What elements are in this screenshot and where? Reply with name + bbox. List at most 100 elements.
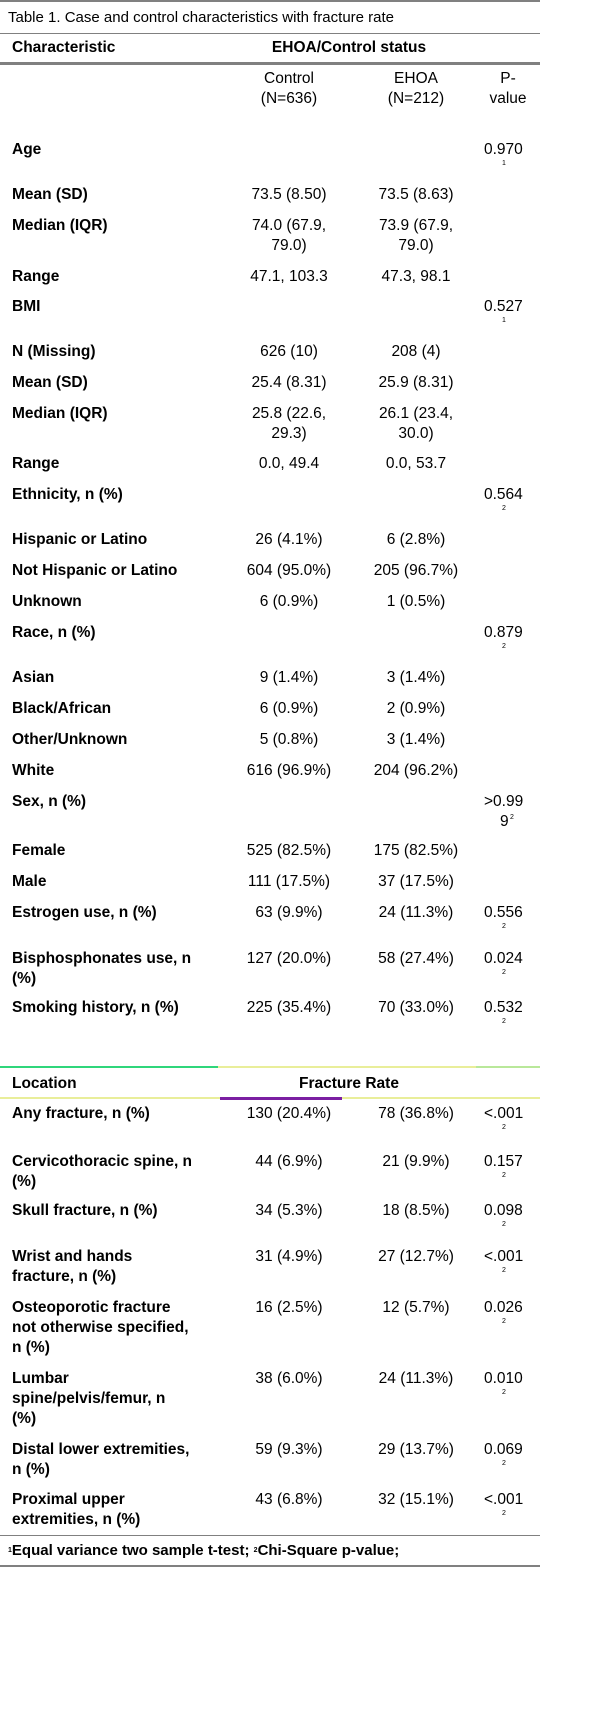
divider-segment-green bbox=[0, 1066, 218, 1068]
p-note: 2 bbox=[502, 1124, 506, 1131]
cell-control: 59 (9.3%) bbox=[255, 1441, 323, 1458]
row-label: Age bbox=[12, 141, 42, 158]
cell-ehoa: 2 (0.9%) bbox=[386, 700, 446, 717]
row-label: fracture, n (%) bbox=[12, 1268, 117, 1285]
p-value: 0.010 bbox=[484, 1370, 523, 1387]
footnote-sup-2: 2 bbox=[253, 1547, 258, 1554]
cell-control: 626 (10) bbox=[260, 343, 318, 360]
cell-ehoa: 175 (82.5%) bbox=[373, 842, 459, 859]
p-value: 0.564 bbox=[484, 486, 523, 503]
p-value: 0.024 bbox=[484, 950, 523, 967]
cell-control: 0.0, 49.4 bbox=[258, 455, 320, 472]
cell-ehoa: 208 (4) bbox=[391, 343, 441, 360]
p-value: 0.556 bbox=[484, 904, 523, 921]
row-label: not otherwise specified, bbox=[12, 1319, 189, 1336]
table-page: Table 1. Case and control characteristic… bbox=[0, 0, 540, 1567]
row-label: Other/Unknown bbox=[12, 731, 128, 748]
row-label: Proximal upper bbox=[12, 1491, 125, 1508]
p-value: <.001 bbox=[484, 1491, 524, 1508]
header-ehoa-1: EHOA bbox=[394, 70, 438, 87]
p-value: 0.879 bbox=[484, 624, 523, 641]
cell-ehoa: 21 (9.9%) bbox=[382, 1153, 450, 1170]
header-location: Location bbox=[12, 1075, 77, 1092]
header-status: EHOA/Control status bbox=[271, 39, 427, 56]
cell-ehoa: 58 (27.4%) bbox=[378, 950, 454, 967]
row-label: Female bbox=[12, 842, 66, 859]
cell-control: 26 (4.1%) bbox=[255, 531, 323, 548]
cell-ehoa: 12 (5.7%) bbox=[382, 1299, 450, 1316]
footnote-sup-1: 1 bbox=[8, 1547, 12, 1554]
cell-control: 43 (6.8%) bbox=[255, 1491, 323, 1508]
cell-control: 73.5 (8.50) bbox=[251, 186, 327, 203]
row-label: Wrist and hands bbox=[12, 1248, 133, 1265]
p-value: <.001 bbox=[484, 1248, 524, 1265]
cell-ehoa: 1 (0.5%) bbox=[386, 593, 446, 610]
row-label: Hispanic or Latino bbox=[12, 531, 148, 548]
cell-control: 47.1, 103.3 bbox=[250, 268, 328, 285]
p-value: 0.527 bbox=[484, 298, 523, 315]
p-value: 0.069 bbox=[484, 1441, 523, 1458]
top-rule bbox=[0, 0, 540, 2]
row-label: Median (IQR) bbox=[12, 217, 108, 234]
cell-ehoa: 24 (11.3%) bbox=[378, 1370, 454, 1387]
cell-control: 74.0 (67.9, bbox=[251, 217, 327, 234]
footnote-text-2: Chi-Square p-value; bbox=[257, 1542, 400, 1559]
header-control-2: (N=636) bbox=[260, 90, 318, 107]
p-note: 2 bbox=[502, 1018, 506, 1025]
p-value: <.001 bbox=[484, 1105, 524, 1122]
footnote: 1Equal variance two sample t-test; 2Chi-… bbox=[8, 1541, 399, 1561]
cell-control: 616 (96.9%) bbox=[246, 762, 332, 779]
cell-control: 525 (82.5%) bbox=[246, 842, 332, 859]
cell-control: 25.4 (8.31) bbox=[251, 374, 327, 391]
p-note: 2 bbox=[502, 1221, 506, 1228]
cell-control: 29.3) bbox=[271, 425, 307, 442]
row-label: Unknown bbox=[12, 593, 82, 610]
cell-ehoa: 24 (11.3%) bbox=[378, 904, 454, 921]
row-label: Distal lower extremities, bbox=[12, 1441, 190, 1458]
cell-ehoa: 37 (17.5%) bbox=[378, 873, 454, 890]
row-label: Not Hispanic or Latino bbox=[12, 562, 178, 579]
cell-ehoa: 70 (33.0%) bbox=[378, 999, 454, 1016]
row-label: Race, n (%) bbox=[12, 624, 96, 641]
row-label: n (%) bbox=[12, 1461, 50, 1478]
cell-control: 5 (0.8%) bbox=[259, 731, 319, 748]
cell-control: 111 (17.5%) bbox=[247, 873, 331, 890]
row-label: BMI bbox=[12, 298, 41, 315]
row-label: Smoking history, n (%) bbox=[12, 999, 179, 1016]
divider-segment-yellow bbox=[218, 1066, 476, 1068]
cell-control: 6 (0.9%) bbox=[259, 700, 319, 717]
p-note: 2 bbox=[502, 969, 506, 976]
cell-ehoa: 3 (1.4%) bbox=[386, 731, 446, 748]
cell-ehoa: 204 (96.2%) bbox=[373, 762, 459, 779]
bottom-rule bbox=[0, 1565, 540, 1567]
cell-control: 31 (4.9%) bbox=[255, 1248, 323, 1265]
table-caption: Table 1. Case and control characteristic… bbox=[8, 9, 395, 26]
p-value: 0.532 bbox=[484, 999, 523, 1016]
caption-rule bbox=[0, 33, 540, 34]
cell-ehoa: 27 (12.7%) bbox=[378, 1248, 454, 1265]
row-label: Ethnicity, n (%) bbox=[12, 486, 123, 503]
row-label: n (%) bbox=[12, 1339, 50, 1356]
row-label: N (Missing) bbox=[12, 343, 96, 360]
p-note: 2 bbox=[502, 1510, 506, 1517]
row-label: extremities, n (%) bbox=[12, 1511, 141, 1528]
p-value: 9 bbox=[500, 813, 509, 830]
header-fracture-rate: Fracture Rate bbox=[299, 1075, 399, 1092]
row-label: Lumbar bbox=[12, 1370, 69, 1387]
divider-segment-lightgreen bbox=[476, 1066, 540, 1068]
p-note: 2 bbox=[502, 643, 506, 650]
p-value: 0.098 bbox=[484, 1202, 523, 1219]
cell-ehoa: 26.1 (23.4, bbox=[378, 405, 454, 422]
cell-control: 130 (20.4%) bbox=[246, 1105, 332, 1122]
row-label: (%) bbox=[12, 1173, 37, 1190]
cell-ehoa: 78 (36.8%) bbox=[378, 1105, 454, 1122]
cell-ehoa: 73.5 (8.63) bbox=[378, 186, 454, 203]
cell-ehoa: 47.3, 98.1 bbox=[381, 268, 451, 285]
p-note: 2 bbox=[502, 1389, 506, 1396]
cell-control: 127 (20.0%) bbox=[246, 950, 332, 967]
cell-ehoa: 3 (1.4%) bbox=[386, 669, 446, 686]
footnote-text-1: Equal variance two sample t-test; bbox=[11, 1542, 254, 1559]
p-value: >0.99 bbox=[484, 793, 524, 810]
cell-ehoa: 73.9 (67.9, bbox=[378, 217, 454, 234]
cell-ehoa: 6 (2.8%) bbox=[386, 531, 446, 548]
